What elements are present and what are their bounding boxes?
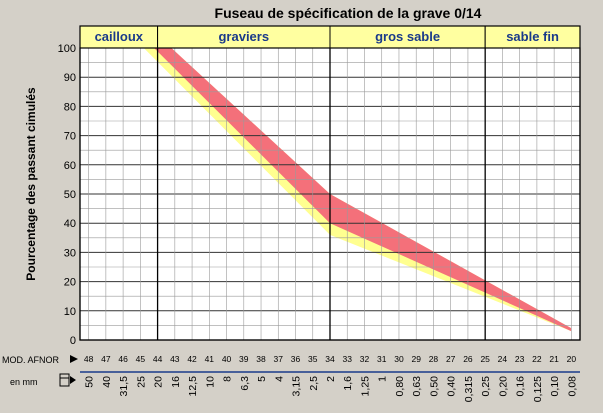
mm-tick-label: 0,25: [480, 376, 492, 397]
chart-frame: [79, 25, 581, 341]
mm-tick-label: 50: [84, 376, 96, 388]
module-tick-label: 46: [118, 354, 128, 364]
mm-tick-label: 6,3: [239, 376, 251, 391]
module-tick-label: 42: [187, 354, 197, 364]
y-tick-label: 40: [64, 218, 76, 230]
mm-tick-label: 0,50: [428, 376, 440, 397]
module-axis-arrow: [70, 355, 78, 363]
mm-tick-label: 25: [135, 376, 147, 388]
mm-tick-label: 10: [204, 376, 216, 388]
mm-tick-label: 0,10: [549, 376, 561, 397]
module-tick-label: 40: [222, 354, 232, 364]
module-tick-label: 35: [308, 354, 318, 364]
module-tick-label: 36: [291, 354, 301, 364]
module-tick-label: 39: [239, 354, 249, 364]
mm-tick-label: 0,63: [411, 376, 423, 397]
module-tick-label: 26: [463, 354, 473, 364]
zone-headers: cailloux graviers gros sable sable fin: [79, 25, 581, 49]
mm-tick-label: 31,5: [118, 376, 130, 397]
sieve-icon: [59, 373, 76, 387]
module-tick-label: 21: [549, 354, 559, 364]
module-tick-label: 38: [256, 354, 266, 364]
module-tick-labels: 48 47 46 45 44 43 42 41 40 39 38 37 36 35 34 33 32 31 30 29…: [84, 354, 576, 364]
mm-tick-label: 2,5: [308, 376, 320, 391]
y-tick-label: 70: [64, 131, 76, 143]
y-tick-label: 60: [64, 160, 76, 172]
zone-label: sable fin: [506, 29, 559, 44]
y-tick-labels: 0 10 20 30 40 50 60 70 80 90 100: [58, 43, 76, 347]
mm-tick-label: 5: [256, 376, 268, 382]
module-tick-label: 32: [360, 354, 370, 364]
red-envelope: [154, 48, 572, 332]
module-tick-label: 22: [532, 354, 542, 364]
module-axis-label: MOD. AFNOR: [2, 355, 60, 365]
mm-tick-label: 0,125: [532, 376, 544, 402]
y-axis-label: Pourcentage des passant cimulés: [24, 87, 38, 281]
mm-tick-label: 8: [222, 376, 234, 382]
module-tick-label: 33: [343, 354, 353, 364]
mm-tick-label: 20: [153, 376, 165, 388]
module-tick-label: 31: [377, 354, 387, 364]
module-tick-label: 34: [325, 354, 335, 364]
mm-tick-label: 0,315: [463, 376, 475, 402]
module-tick-label: 44: [153, 354, 163, 364]
zone-label: gros sable: [375, 29, 440, 44]
module-tick-label: 37: [274, 354, 284, 364]
y-tick-label: 50: [64, 189, 76, 201]
y-tick-label: 10: [64, 306, 76, 318]
y-tick-label: 100: [58, 43, 76, 55]
module-tick-label: 47: [101, 354, 111, 364]
grid: [79, 25, 581, 341]
mm-axis-label: en mm: [10, 377, 38, 387]
mm-tick-label: 40: [101, 376, 113, 388]
module-tick-label: 43: [170, 354, 180, 364]
mm-tick-label: 12,5: [187, 376, 199, 397]
mm-tick-label: 16: [170, 376, 182, 388]
red-band-area: [154, 48, 572, 332]
mm-tick-label: 0,16: [515, 376, 527, 397]
mm-tick-label: 4: [273, 376, 285, 382]
y-tick-label: 0: [70, 335, 76, 347]
y-tick-label: 90: [64, 72, 76, 84]
module-tick-label: 23: [515, 354, 525, 364]
y-tick-label: 30: [64, 247, 76, 259]
module-tick-label: 48: [84, 354, 94, 364]
mm-tick-label: 1: [377, 376, 389, 382]
module-tick-label: 30: [394, 354, 404, 364]
module-tick-label: 29: [411, 354, 421, 364]
module-tick-label: 27: [446, 354, 456, 364]
zone-label: graviers: [218, 29, 269, 44]
y-tick-label: 80: [64, 101, 76, 113]
mm-tick-labels: 50 40 31,5 25 20 16 12,5 10 8 6,3 5 4 3,15 2,5 2 1,6 1,2…: [84, 376, 579, 402]
mm-tick-label: 3,15: [291, 376, 303, 397]
module-tick-label: 45: [136, 354, 146, 364]
chart-title: Fuseau de spécification de la grave 0/14: [215, 5, 482, 21]
zone-label: cailloux: [95, 29, 144, 44]
mm-tick-label: 0,80: [394, 376, 406, 397]
mm-tick-label: 0,20: [497, 376, 509, 397]
mm-tick-label: 1,6: [342, 376, 354, 391]
mm-tick-label: 0,40: [446, 376, 458, 397]
y-tick-label: 20: [64, 277, 76, 289]
module-tick-label: 24: [498, 354, 508, 364]
module-tick-label: 20: [567, 354, 577, 364]
mm-tick-label: 1,25: [360, 376, 372, 397]
mm-tick-label: 0,08: [566, 376, 578, 397]
module-tick-label: 28: [429, 354, 439, 364]
module-tick-label: 41: [205, 354, 215, 364]
mm-tick-label: 2: [325, 376, 337, 382]
module-tick-label: 25: [480, 354, 490, 364]
